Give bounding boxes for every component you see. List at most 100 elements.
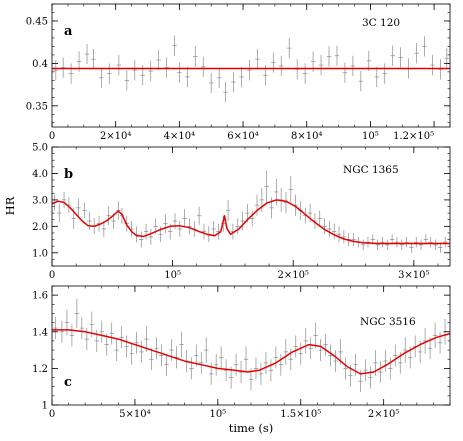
data-point [264,170,269,203]
data-point [201,223,207,240]
data-point [124,335,129,358]
y-axis-label: HR [3,196,17,215]
data-point [428,236,433,248]
data-point [189,357,194,380]
data-point [156,49,161,71]
data-point [74,298,80,329]
x-tick-label: 3×10⁵ [398,270,429,281]
y-tick-label: 5.0 [32,143,48,154]
data-point [253,357,259,380]
data-point [193,46,198,67]
x-tick-label: 0 [49,131,55,142]
data-point [313,322,318,349]
data-point [438,59,443,80]
data-point [209,72,214,94]
data-point [218,346,224,369]
data-point [414,236,419,248]
x-tick-label: 0 [49,409,55,420]
data-point [201,56,206,77]
data-point [119,326,124,349]
data-point [308,337,313,360]
x-tick-label: 10⁵ [164,270,181,281]
data-point [323,333,328,356]
data-point [247,59,252,81]
data-point [239,66,244,88]
x-tick-label: 4×10⁴ [164,131,195,142]
data-point [363,359,368,382]
data-point [279,55,284,77]
panel-name: NGC 3516 [360,316,416,328]
data-point [382,63,387,84]
data-point [271,52,276,73]
data-point [298,342,303,365]
x-tick-label: 0 [49,270,55,281]
data-point [390,45,395,66]
data-point [317,210,322,227]
data-point [258,362,264,385]
data-point [328,344,333,367]
data-point [164,57,169,78]
data-point [303,328,308,354]
data-point [327,221,332,237]
data-point [91,48,96,70]
y-tick-label: 0.35 [26,101,48,112]
data-point [99,67,104,88]
data-point [341,230,347,244]
data-point [53,317,58,340]
data-point [432,322,438,349]
data-point [144,326,149,352]
data-point [294,59,300,80]
data-point [394,236,400,248]
x-tick-label: 10⁵ [362,131,379,142]
y-tick-label: 3.0 [32,195,48,206]
data-point [375,239,380,251]
y-tick-label: 1 [42,401,48,412]
data-point [288,176,293,203]
x-tick-label: 2×10⁵ [277,270,308,281]
data-point [185,66,190,88]
data-point [254,194,260,216]
y-tick-label: 1.4 [32,327,48,338]
data-point [318,54,324,76]
data-point [360,239,366,251]
panel-name: NGC 1365 [343,164,399,176]
panel-letter: b [64,167,73,182]
data-point [61,191,67,208]
x-tick-label: 1.5×10⁵ [280,409,321,420]
data-point [351,232,356,247]
y-tick-label: 1.0 [32,248,48,259]
x-axis-label: time (s) [229,421,274,435]
data-point [293,335,298,358]
data-point [243,346,249,373]
data-point [134,331,139,354]
data-point [223,82,228,103]
data-point [378,361,383,384]
data-point [116,54,122,76]
data-point [259,187,265,212]
data-point [164,353,169,376]
data-point [107,63,112,84]
data-point [231,71,236,93]
data-point [69,324,75,347]
data-point [233,353,239,376]
data-point [99,320,104,343]
data-point [287,37,292,59]
data-point [148,60,153,82]
x-tick-label: 2×10⁴ [100,131,131,142]
data-point [187,218,192,235]
data-point [333,350,338,373]
data-point [318,339,323,362]
y-tick-label: 1.2 [32,364,48,375]
data-point [132,59,137,81]
x-tick-label: 6×10⁴ [227,131,258,142]
data-point [82,202,87,219]
data-point [149,348,154,371]
data-point [79,317,85,340]
data-point [393,344,398,367]
data-point [326,46,332,67]
x-tick-label: 10⁵ [209,409,226,420]
data-point [403,337,408,363]
data-point [64,309,70,336]
data-point [129,342,134,365]
data-point [213,353,219,376]
